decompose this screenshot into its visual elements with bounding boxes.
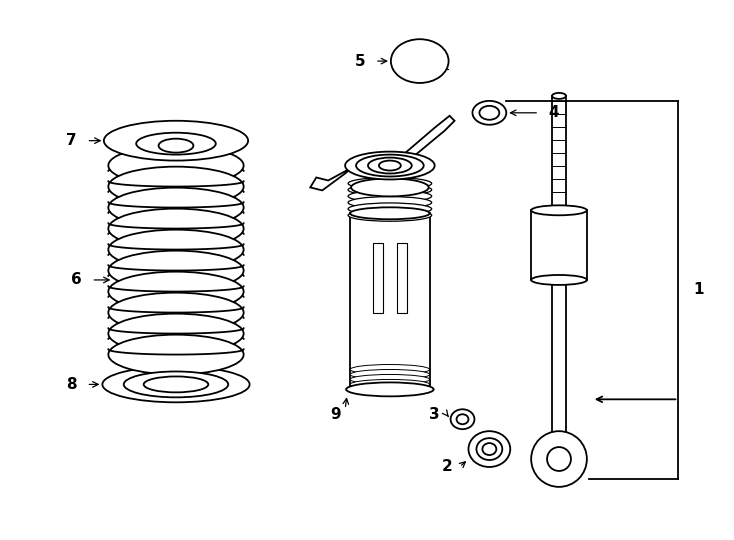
Ellipse shape — [451, 409, 474, 429]
Ellipse shape — [348, 184, 432, 196]
Text: 4: 4 — [549, 105, 559, 120]
Ellipse shape — [356, 154, 424, 177]
Ellipse shape — [350, 364, 429, 374]
Ellipse shape — [531, 275, 587, 285]
Text: 3: 3 — [429, 407, 440, 422]
Ellipse shape — [348, 210, 432, 221]
Text: 7: 7 — [66, 133, 77, 148]
Ellipse shape — [348, 197, 432, 208]
Ellipse shape — [109, 293, 244, 333]
Ellipse shape — [345, 152, 435, 179]
Ellipse shape — [348, 178, 432, 190]
Circle shape — [547, 447, 571, 471]
Ellipse shape — [391, 39, 448, 83]
Polygon shape — [400, 116, 454, 160]
Text: 2: 2 — [442, 460, 453, 475]
Ellipse shape — [482, 443, 496, 455]
Ellipse shape — [350, 369, 429, 380]
Bar — [397, 243, 407, 313]
Ellipse shape — [350, 384, 429, 394]
Ellipse shape — [457, 414, 468, 424]
Ellipse shape — [350, 374, 429, 384]
Polygon shape — [310, 167, 352, 191]
Ellipse shape — [109, 272, 244, 312]
Ellipse shape — [350, 380, 429, 389]
Ellipse shape — [473, 101, 506, 125]
Ellipse shape — [109, 314, 244, 354]
Text: 6: 6 — [71, 273, 82, 287]
Ellipse shape — [479, 106, 499, 120]
Ellipse shape — [109, 230, 244, 269]
Ellipse shape — [109, 187, 244, 227]
Circle shape — [531, 431, 587, 487]
Ellipse shape — [468, 431, 510, 467]
Ellipse shape — [102, 367, 250, 402]
Text: 5: 5 — [355, 53, 366, 69]
Ellipse shape — [109, 208, 244, 248]
Ellipse shape — [350, 207, 429, 219]
Ellipse shape — [552, 93, 566, 99]
Ellipse shape — [368, 158, 412, 173]
Text: 1: 1 — [693, 282, 703, 298]
Ellipse shape — [348, 203, 432, 215]
Ellipse shape — [109, 335, 244, 374]
Ellipse shape — [109, 146, 244, 185]
Ellipse shape — [476, 438, 502, 460]
Ellipse shape — [346, 382, 434, 396]
Ellipse shape — [348, 190, 432, 202]
Ellipse shape — [531, 205, 587, 215]
Text: 9: 9 — [330, 407, 341, 422]
Ellipse shape — [351, 179, 429, 197]
Ellipse shape — [103, 121, 248, 160]
Ellipse shape — [379, 160, 401, 171]
Ellipse shape — [144, 376, 208, 393]
Ellipse shape — [109, 251, 244, 291]
Ellipse shape — [124, 372, 228, 397]
Text: 8: 8 — [66, 377, 77, 392]
Ellipse shape — [137, 133, 216, 154]
Ellipse shape — [159, 139, 193, 153]
Ellipse shape — [109, 167, 244, 206]
Bar — [373, 243, 383, 313]
